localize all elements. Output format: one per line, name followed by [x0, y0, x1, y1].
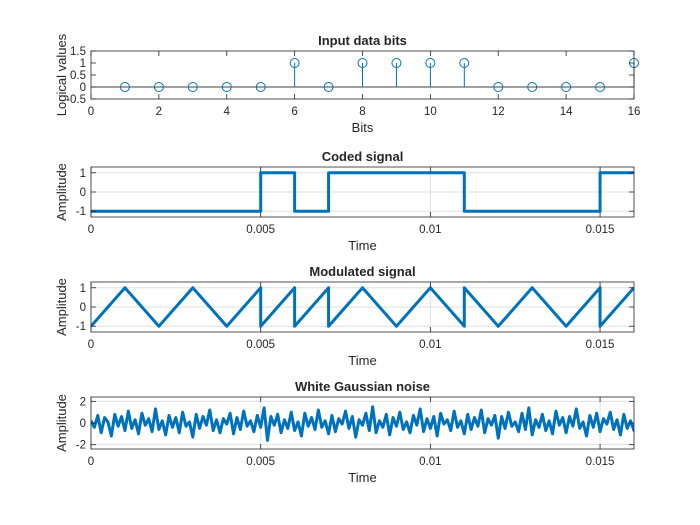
x-tick-label: 6 [291, 106, 297, 118]
stem-marker [459, 58, 470, 68]
subplot-title: White Gaussian noise [295, 379, 430, 394]
x-tick-label: 0 [88, 106, 94, 118]
y-axis-label: Amplitude [54, 278, 69, 336]
stem-marker [289, 58, 300, 68]
series-line [91, 171, 634, 213]
x-tick-label: 0.01 [419, 339, 441, 351]
stem-marker [357, 58, 368, 68]
stem-marker [425, 58, 436, 68]
x-tick-label: 10 [424, 106, 437, 118]
x-axis-label: Time [348, 238, 376, 253]
x-tick-label: 0.01 [419, 224, 441, 236]
stem-marker [187, 82, 198, 92]
y-tick-label: 0 [80, 302, 86, 314]
y-tick-label: 0 [80, 418, 86, 430]
y-axis-label: Amplitude [54, 163, 69, 221]
x-tick-label: 4 [224, 106, 231, 118]
x-tick-label: 16 [628, 106, 641, 118]
stem-marker [561, 82, 572, 92]
x-tick-label: 0.01 [419, 456, 441, 468]
series-line [91, 405, 634, 442]
subplot-title: Coded signal [322, 149, 404, 164]
y-tick-label: 0 [80, 82, 86, 94]
y-tick-label: 1 [80, 168, 86, 180]
x-tick-label: 8 [359, 106, 365, 118]
x-tick-label: 0.005 [246, 456, 275, 468]
x-tick-label: 0.015 [586, 339, 615, 351]
y-axis-label: Logical values [54, 33, 69, 116]
y-tick-label: 1 [80, 283, 86, 295]
x-tick-label: 0.005 [246, 224, 275, 236]
stem-marker [527, 82, 538, 92]
x-tick-label: 0 [88, 224, 94, 236]
stem-marker [493, 82, 504, 92]
series-line [91, 286, 634, 328]
y-tick-label: 1 [80, 58, 86, 70]
x-tick-label: 14 [560, 106, 573, 118]
x-tick-label: 2 [156, 106, 162, 118]
y-axis-label: Amplitude [54, 394, 69, 452]
subplot-title: Input data bits [318, 33, 407, 48]
stem-marker [391, 58, 402, 68]
stem-marker [595, 82, 606, 92]
y-tick-label: -1 [76, 206, 86, 218]
x-tick-label: 12 [492, 106, 505, 118]
x-tick-label: 0.005 [246, 339, 275, 351]
stem-marker [255, 82, 266, 92]
x-axis-label: Bits [352, 120, 374, 135]
x-axis-label: Time [348, 353, 376, 368]
x-tick-label: 0 [88, 339, 94, 351]
y-tick-label: 1.5 [70, 46, 86, 58]
y-tick-label: -1 [76, 321, 86, 333]
x-axis-label: Time [348, 470, 376, 485]
x-tick-label: 0.015 [586, 456, 615, 468]
stem-marker [119, 82, 130, 92]
y-tick-label: -2 [76, 440, 86, 452]
y-tick-label: 0 [80, 187, 86, 199]
stem-marker [323, 82, 334, 92]
subplot-title: Modulated signal [309, 264, 415, 279]
y-tick-label: 2 [80, 396, 86, 408]
y-tick-label: -0.5 [66, 94, 86, 106]
y-tick-label: 0.5 [70, 70, 86, 82]
stem-marker [221, 82, 232, 92]
stem-marker [153, 82, 164, 92]
x-tick-label: 0 [88, 456, 94, 468]
x-tick-label: 0.015 [586, 224, 615, 236]
